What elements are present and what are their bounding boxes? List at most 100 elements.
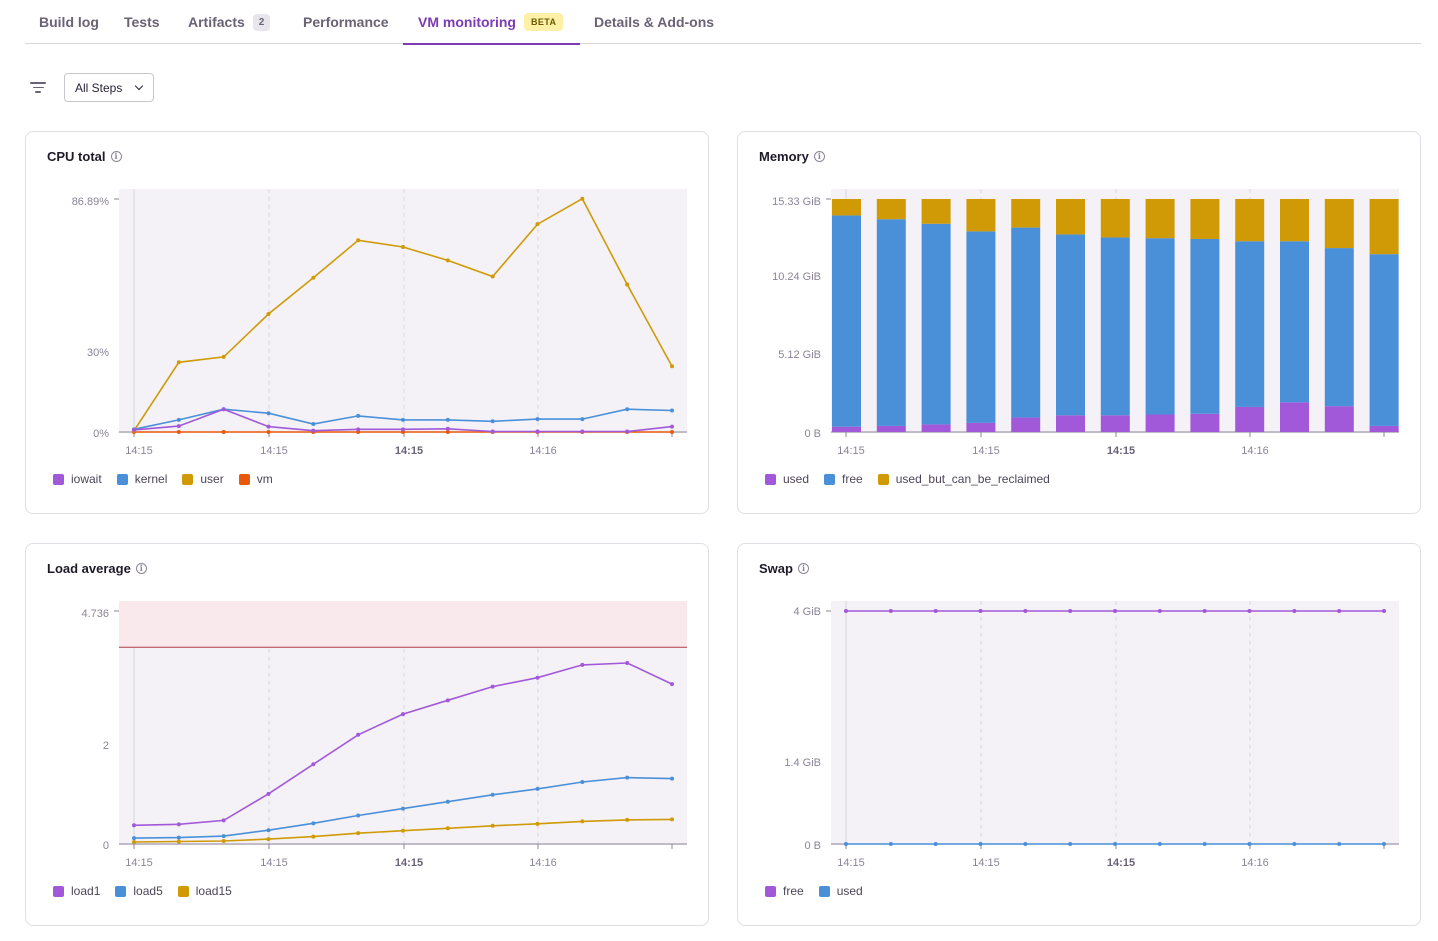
y-tick-label: 86.89%	[72, 196, 110, 208]
legend-item-used[interactable]: used	[765, 472, 809, 486]
y-tick-label: 0	[103, 840, 109, 852]
legend-label: load5	[133, 884, 163, 898]
info-icon[interactable]: i	[813, 151, 825, 162]
bar-free	[876, 219, 906, 426]
data-point-load15	[266, 837, 271, 842]
data-point-free	[1157, 609, 1162, 613]
data-point-iowait	[445, 426, 450, 431]
tab-details-addons[interactable]: Details & Add-ons	[594, 0, 714, 44]
data-point-vm	[670, 430, 674, 434]
data-point-load5	[311, 821, 316, 826]
data-point-kernel	[490, 419, 495, 424]
data-point-load5	[445, 799, 450, 804]
bar-used	[966, 422, 996, 432]
data-point-user	[221, 354, 226, 359]
tab-tests[interactable]: Tests	[124, 0, 160, 44]
data-point-free	[1068, 609, 1073, 613]
tab-label: Artifacts	[188, 14, 245, 30]
data-point-used	[888, 842, 893, 846]
bar-free	[1369, 254, 1399, 426]
data-point-iowait	[490, 429, 495, 434]
data-point-vm	[221, 430, 226, 434]
x-tick-label: 14:15	[1107, 857, 1135, 869]
info-icon[interactable]: i	[797, 563, 809, 574]
x-tick-label: 14:16	[529, 857, 557, 869]
tab-artifacts[interactable]: Artifacts 2	[188, 0, 271, 44]
x-tick-label: 14:15	[837, 857, 865, 869]
data-point-user	[625, 282, 630, 287]
bar-used_but_can_be_reclaimed	[1235, 199, 1265, 242]
bar-used_but_can_be_reclaimed	[1280, 199, 1309, 242]
data-point-load5	[670, 776, 674, 781]
tab-performance[interactable]: Performance	[303, 0, 389, 44]
data-point-iowait	[670, 424, 674, 429]
data-point-user	[356, 238, 361, 243]
data-point-load15	[445, 826, 450, 831]
data-point-load5	[132, 836, 136, 841]
legend-swatch	[877, 473, 889, 485]
legend-item-load5[interactable]: load5	[115, 884, 163, 898]
tab-vm-monitoring[interactable]: VM monitoring BETA	[403, 0, 580, 45]
tab-label: VM monitoring	[418, 14, 516, 30]
tab-label: Tests	[124, 14, 160, 30]
tab-bar: Build log Tests Artifacts 2 Performance V…	[25, 0, 1421, 45]
data-point-load5	[580, 780, 585, 785]
legend-item-kernel[interactable]: kernel	[116, 472, 167, 486]
legend-item-free[interactable]: free	[824, 472, 863, 486]
steps-select[interactable]: All Steps	[64, 73, 154, 102]
bar-used_but_can_be_reclaimed	[876, 199, 906, 220]
x-tick-label: 14:15	[395, 857, 423, 869]
info-icon[interactable]: i	[110, 151, 122, 162]
legend-item-reclaimable[interactable]: used_but_can_be_reclaimed	[877, 472, 1050, 486]
bar-used_but_can_be_reclaimed	[1145, 199, 1175, 239]
data-point-iowait	[535, 429, 540, 434]
bar-free	[832, 215, 861, 427]
data-point-user	[580, 196, 585, 201]
memory-chart: 15.33 GiB 10.24 GiB 5.12 GiB 0 B 14:15 1…	[772, 189, 1399, 457]
info-icon[interactable]: i	[135, 563, 147, 574]
x-tick-label: 14:15	[1107, 445, 1135, 457]
load-legend: load1 load5 load15	[53, 884, 247, 898]
legend-item-user[interactable]: user	[182, 472, 224, 486]
tab-build-log[interactable]: Build log	[39, 0, 99, 44]
data-point-load1	[401, 712, 405, 717]
swap-legend: free used	[765, 884, 878, 898]
data-point-load1	[490, 684, 495, 689]
tab-label: Details & Add-ons	[594, 14, 715, 30]
cpu-title-text: CPU total	[47, 149, 106, 164]
bar-used_but_can_be_reclaimed	[1056, 199, 1085, 235]
data-point-used	[1202, 842, 1207, 846]
legend-swatch	[238, 473, 250, 485]
legend-item-iowait[interactable]: iowait	[53, 472, 102, 486]
data-point-kernel	[625, 407, 630, 412]
data-point-kernel	[266, 411, 271, 416]
bar-free	[921, 223, 951, 425]
data-point-iowait	[401, 427, 405, 432]
artifact-count-badge: 2	[252, 13, 271, 31]
bar-used	[1190, 413, 1220, 432]
legend-item-load15[interactable]: load15	[177, 884, 232, 898]
bar-free	[1235, 241, 1265, 407]
filter-icon[interactable]	[30, 82, 46, 94]
chevron-down-icon	[134, 81, 144, 91]
data-point-load15	[625, 817, 630, 822]
bar-used	[876, 425, 906, 432]
data-point-load5	[221, 834, 226, 839]
x-tick-label: 14:16	[1241, 445, 1269, 457]
bar-free	[1145, 238, 1175, 415]
data-point-load5	[266, 828, 271, 833]
data-point-load15	[176, 839, 181, 844]
plot-area	[119, 189, 687, 433]
x-tick-label: 14:16	[1241, 857, 1269, 869]
legend-item-vm[interactable]: vm	[238, 472, 273, 486]
data-point-load1	[670, 682, 674, 687]
data-point-iowait	[266, 424, 271, 429]
legend-item-used[interactable]: used	[818, 884, 863, 898]
legend-item-load1[interactable]: load1	[53, 884, 100, 898]
swap-chart: 4 GiB 1.4 GiB 0 B 14:15 14:15 14:15 14:1…	[784, 601, 1399, 869]
data-point-iowait	[221, 407, 226, 412]
y-tick-label: 10.24 GiB	[772, 271, 821, 283]
data-point-load15	[132, 840, 136, 845]
legend-item-free[interactable]: free	[765, 884, 804, 898]
data-point-load1	[625, 660, 630, 665]
